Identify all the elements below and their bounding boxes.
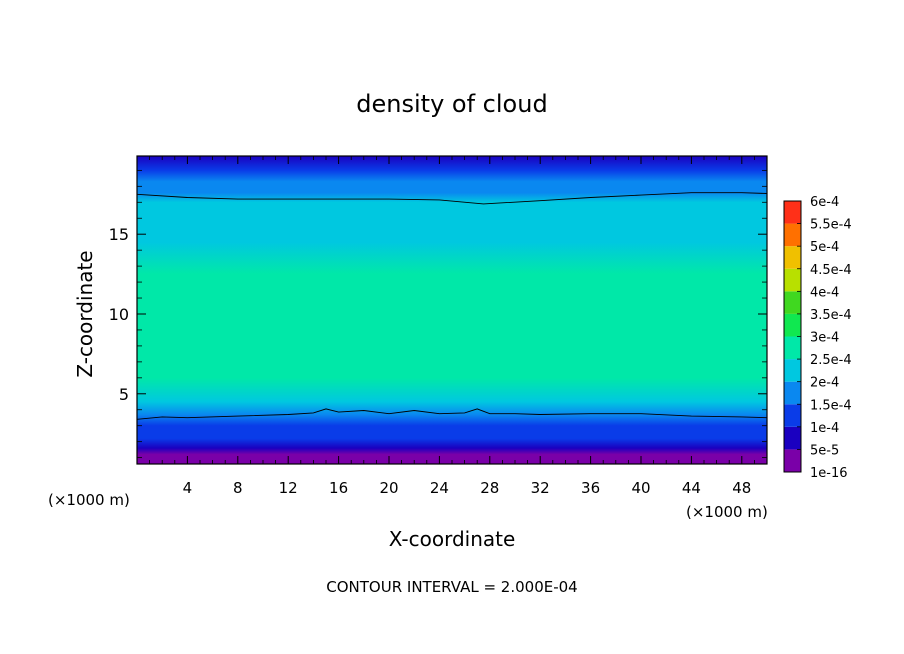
colorbar-swatch xyxy=(784,223,801,247)
x-tick-label: 28 xyxy=(480,479,499,497)
colorbar-label: 3e-4 xyxy=(810,331,839,346)
y-tick-label: 15 xyxy=(109,225,129,244)
x-tick-label: 40 xyxy=(631,479,650,497)
contour-lines xyxy=(137,192,767,420)
x-axis-label: X-coordinate xyxy=(389,527,516,551)
y-tick-label: 10 xyxy=(109,305,129,324)
colorbar-label: 1.5e-4 xyxy=(810,398,852,413)
x-unit-right: (×1000 m) xyxy=(686,503,768,521)
colorbar-swatch xyxy=(784,313,801,337)
colorbar: 1e-16 5e-5 1e-4 1.5e-4 2e-4 2.5e-4 3e-4 3.5e-4 4… xyxy=(783,195,852,481)
x-tick-label: 16 xyxy=(329,479,348,497)
colorbar-swatch xyxy=(784,336,801,360)
x-tick-label: 20 xyxy=(379,479,398,497)
colorbar-label: 5e-5 xyxy=(810,443,839,458)
colorbar-swatch xyxy=(784,291,801,314)
x-axis-ticks: 4 8 12 16 20 24 28 32 36 40 44 48 xyxy=(149,156,755,497)
colorbar-swatch xyxy=(784,268,801,292)
density-field xyxy=(137,156,767,464)
colorbar-swatch xyxy=(784,449,801,472)
colorbar-label: 5e-4 xyxy=(810,240,839,255)
colorbar-label: 4e-4 xyxy=(810,285,839,300)
colorbar-swatch xyxy=(784,359,801,382)
colorbar-label: 3.5e-4 xyxy=(810,308,852,323)
x-tick-label: 48 xyxy=(732,479,751,497)
contour-line-1 xyxy=(137,408,767,420)
x-tick-label: 24 xyxy=(430,479,449,497)
y-axis-label: Z-coordinate xyxy=(73,250,97,377)
x-tick-label: 8 xyxy=(233,479,243,497)
colorbar-label: 2.5e-4 xyxy=(810,353,852,368)
x-tick-label: 32 xyxy=(531,479,550,497)
x-unit-left: (×1000 m) xyxy=(48,491,130,509)
colorbar-label: 1e-16 xyxy=(810,466,848,481)
y-tick-label: 5 xyxy=(119,385,129,404)
colorbar-swatch xyxy=(784,201,801,224)
colorbar-label: 5.5e-4 xyxy=(810,218,852,233)
contour-interval-note: CONTOUR INTERVAL = 2.000E-04 xyxy=(326,578,577,596)
colorbar-swatch xyxy=(784,426,801,450)
colorbar-swatch xyxy=(784,246,801,269)
colorbar-label: 2e-4 xyxy=(810,376,839,391)
colorbar-label: 4.5e-4 xyxy=(810,263,852,278)
colorbar-swatch xyxy=(784,381,801,405)
x-tick-label: 12 xyxy=(279,479,298,497)
y-axis-ticks: 5 10 15 xyxy=(109,169,767,459)
contour-line-0 xyxy=(137,192,767,205)
chart-title: density of cloud xyxy=(356,90,547,118)
x-tick-label: 4 xyxy=(183,479,193,497)
colorbar-label: 6e-4 xyxy=(810,195,839,210)
x-tick-label: 36 xyxy=(581,479,600,497)
colorbar-swatch xyxy=(784,404,801,427)
colorbar-label: 1e-4 xyxy=(810,421,839,436)
x-tick-label: 44 xyxy=(682,479,701,497)
